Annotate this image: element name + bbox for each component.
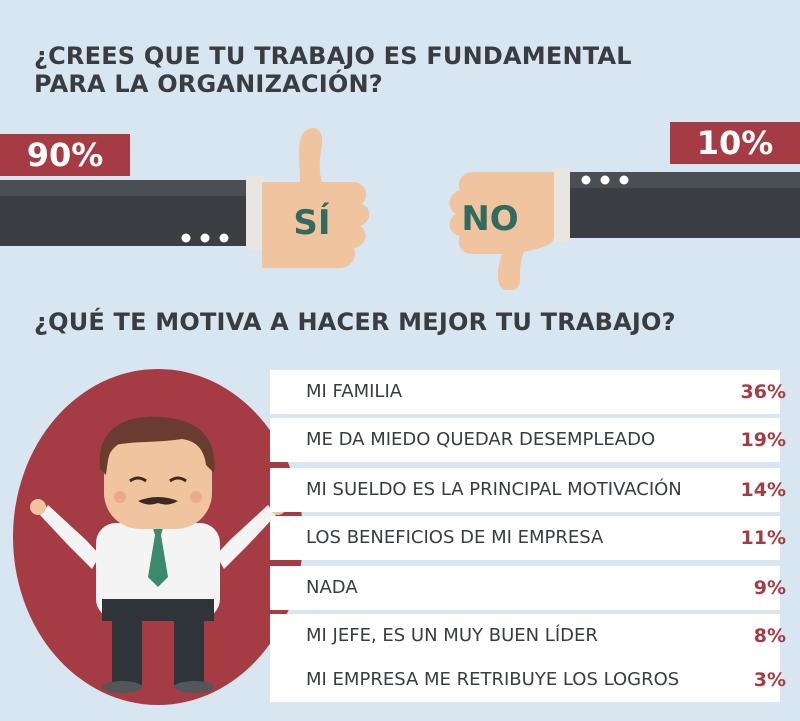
motivation-percent: 36% xyxy=(740,381,786,403)
motivation-label: LOS BENEFICIOS DE MI EMPRESA xyxy=(306,527,604,548)
list-item: NADA 9% xyxy=(270,566,786,610)
yes-hand-label: SÍ xyxy=(293,202,330,243)
question-1-title: ¿CREES QUE TU TRABAJO ES FUNDAMENTAL PAR… xyxy=(34,42,632,98)
businessman-icon xyxy=(13,369,303,705)
motivation-label: NADA xyxy=(306,577,358,598)
motivation-percent: 19% xyxy=(740,429,786,451)
motivation-label: ME DA MIEDO QUEDAR DESEMPLEADO xyxy=(306,429,656,450)
motivation-label: MI JEFE, ES UN MUY BUEN LÍDER xyxy=(306,625,598,646)
list-item: MI EMPRESA ME RETRIBUYE LOS LOGROS 3% xyxy=(270,658,786,702)
no-percent-badge: 10% xyxy=(670,122,800,164)
no-hand-label: NO xyxy=(461,199,518,239)
motivation-percent: 14% xyxy=(740,479,786,501)
yes-percent-badge: 90% xyxy=(0,134,130,176)
list-item: MI SUELDO ES LA PRINCIPAL MOTIVACIÓN 14% xyxy=(270,468,786,512)
motivation-label: MI EMPRESA ME RETRIBUYE LOS LOGROS xyxy=(306,669,680,690)
motivation-percent: 3% xyxy=(753,669,786,691)
motivation-label: MI FAMILIA xyxy=(306,381,403,402)
hands-illustration: SÍ NO xyxy=(0,128,800,290)
question-2-title: ¿QUÉ TE MOTIVA A HACER MEJOR TU TRABAJO? xyxy=(34,308,676,336)
thumbs-down-icon: NO xyxy=(449,168,800,290)
motivation-label: MI SUELDO ES LA PRINCIPAL MOTIVACIÓN xyxy=(306,479,682,500)
motivation-percent: 8% xyxy=(753,625,786,647)
motivation-percent: 11% xyxy=(740,527,786,549)
motivation-percent: 9% xyxy=(753,577,786,599)
list-item: LOS BENEFICIOS DE MI EMPRESA 11% xyxy=(270,516,786,560)
list-item: MI FAMILIA 36% xyxy=(270,370,786,414)
list-item: MI JEFE, ES UN MUY BUEN LÍDER 8% xyxy=(270,614,786,658)
list-item: ME DA MIEDO QUEDAR DESEMPLEADO 19% xyxy=(270,418,786,462)
thumbs-up-icon: SÍ xyxy=(0,128,370,268)
